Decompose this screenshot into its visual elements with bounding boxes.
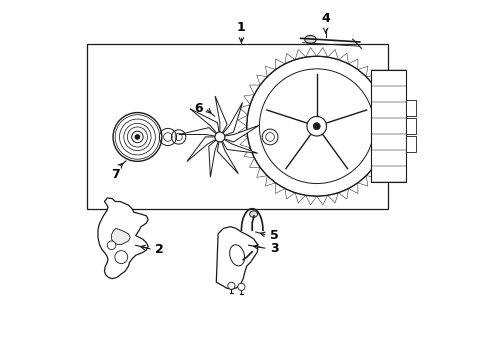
Polygon shape [383, 137, 393, 148]
Polygon shape [217, 137, 239, 174]
Polygon shape [358, 176, 368, 186]
Polygon shape [257, 75, 267, 85]
Polygon shape [328, 193, 338, 203]
Polygon shape [215, 96, 227, 137]
Polygon shape [295, 193, 306, 203]
Polygon shape [240, 137, 250, 148]
Text: 7: 7 [112, 168, 120, 181]
Polygon shape [275, 183, 285, 193]
Ellipse shape [305, 36, 316, 43]
Polygon shape [285, 53, 295, 64]
Ellipse shape [230, 245, 245, 266]
Polygon shape [190, 109, 220, 137]
Polygon shape [244, 148, 254, 158]
Bar [406, 136, 416, 152]
Polygon shape [209, 137, 220, 177]
Polygon shape [220, 103, 243, 137]
Text: 1: 1 [237, 21, 246, 35]
Text: 6: 6 [194, 102, 203, 115]
Polygon shape [240, 105, 250, 115]
Bar [87, 44, 389, 209]
Polygon shape [98, 198, 148, 279]
Polygon shape [366, 75, 377, 85]
Polygon shape [379, 94, 390, 105]
Polygon shape [373, 85, 384, 94]
Circle shape [113, 113, 162, 161]
Polygon shape [179, 128, 220, 137]
Text: 2: 2 [155, 243, 164, 256]
Polygon shape [295, 49, 306, 60]
Polygon shape [306, 48, 317, 57]
Circle shape [313, 123, 320, 130]
Polygon shape [358, 66, 368, 77]
Polygon shape [249, 158, 260, 167]
Circle shape [132, 131, 143, 143]
Bar [371, 70, 406, 182]
Polygon shape [386, 126, 395, 137]
Text: 5: 5 [270, 229, 279, 242]
Polygon shape [187, 137, 220, 162]
Circle shape [228, 282, 235, 289]
Polygon shape [220, 137, 258, 153]
Polygon shape [386, 115, 395, 126]
Polygon shape [317, 195, 328, 205]
Polygon shape [348, 183, 358, 193]
Polygon shape [366, 167, 377, 177]
Circle shape [261, 70, 373, 182]
Text: 3: 3 [270, 242, 279, 255]
Polygon shape [373, 158, 384, 167]
Polygon shape [338, 53, 348, 64]
Circle shape [115, 251, 128, 264]
Bar [406, 118, 416, 134]
Polygon shape [238, 126, 247, 137]
Circle shape [238, 283, 245, 291]
Bar [406, 100, 416, 116]
Polygon shape [244, 94, 254, 105]
Polygon shape [285, 189, 295, 199]
Polygon shape [216, 226, 258, 289]
Polygon shape [306, 195, 317, 205]
Text: 4: 4 [321, 12, 330, 25]
Polygon shape [257, 167, 267, 177]
Polygon shape [249, 85, 260, 94]
Polygon shape [348, 59, 358, 69]
Polygon shape [338, 189, 348, 199]
Polygon shape [266, 176, 275, 186]
Polygon shape [238, 115, 247, 126]
Ellipse shape [250, 211, 258, 217]
Polygon shape [328, 49, 338, 60]
Polygon shape [379, 148, 390, 158]
Circle shape [107, 241, 116, 249]
Polygon shape [317, 48, 328, 57]
Circle shape [215, 132, 225, 142]
Polygon shape [220, 125, 259, 142]
Polygon shape [383, 105, 393, 115]
Circle shape [135, 135, 140, 139]
Polygon shape [112, 228, 130, 244]
Polygon shape [275, 59, 285, 69]
Circle shape [307, 116, 326, 136]
Polygon shape [266, 66, 275, 77]
